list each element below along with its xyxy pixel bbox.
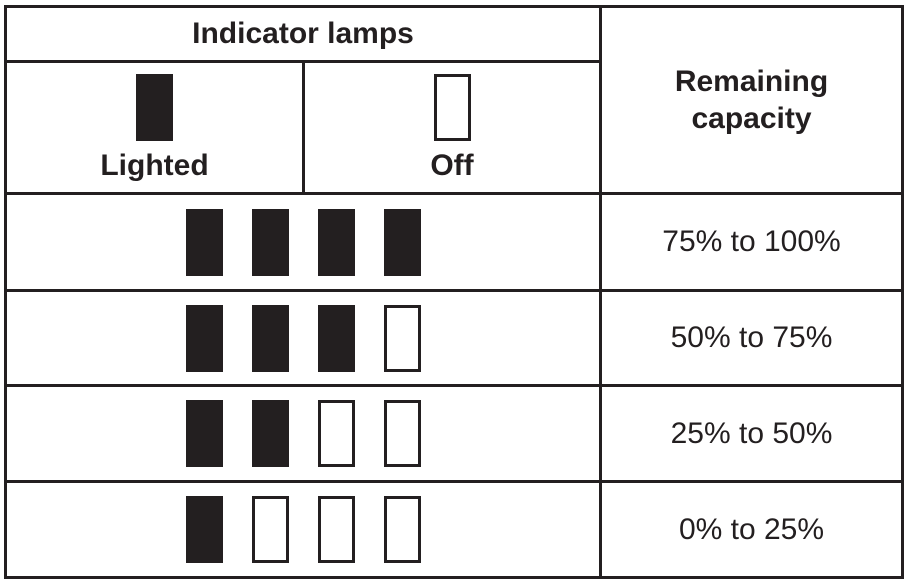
lamps-cell xyxy=(4,480,602,579)
capacity-value: 0% to 25% xyxy=(599,480,904,579)
lit-lamp-icon xyxy=(317,208,355,276)
lit-lamp-icon xyxy=(251,304,289,372)
legend-off-cell: Off xyxy=(302,60,602,195)
lit-lamp-icon xyxy=(383,208,421,276)
lamps-cell xyxy=(4,289,602,387)
lighted-label: Lighted xyxy=(100,148,209,182)
unlit-lamp-icon xyxy=(317,400,355,467)
lamp-group xyxy=(7,208,599,276)
table-row: 50% to 75% xyxy=(4,289,904,387)
unlit-lamp-icon xyxy=(317,496,355,563)
table-row: 75% to 100% xyxy=(4,192,904,292)
unlit-lamp-icon xyxy=(383,304,421,372)
off-label: Off xyxy=(430,148,474,182)
lit-lamp-icon xyxy=(185,208,223,276)
lamp-group xyxy=(7,400,599,467)
header-row: Indicator lamps Remaining capacity xyxy=(4,5,904,195)
lit-lamp-icon xyxy=(185,304,223,372)
unlit-lamp-icon xyxy=(383,496,421,563)
remaining-capacity-header: Remaining capacity xyxy=(599,5,904,195)
lit-lamp-icon xyxy=(251,400,289,467)
legend-row: Lighted Off xyxy=(4,60,903,195)
lamps-cell xyxy=(4,384,602,483)
off-lamp-icon xyxy=(433,73,471,141)
lamp-group xyxy=(7,304,599,372)
lighted-lamp-icon xyxy=(136,73,173,141)
lamp-group xyxy=(7,496,599,563)
table-row: 0% to 25% xyxy=(4,480,904,579)
lit-lamp-icon xyxy=(185,496,223,563)
lit-lamp-icon xyxy=(317,304,355,372)
lit-lamp-icon xyxy=(185,400,223,467)
capacity-value: 50% to 75% xyxy=(599,289,904,387)
table-row: 25% to 50% xyxy=(4,384,904,483)
legend-lighted-cell: Lighted xyxy=(4,60,305,195)
indicator-lamps-header: Indicator lamps xyxy=(4,5,602,63)
indicator-capacity-table: Indicator lamps Remaining capacity Light… xyxy=(4,5,904,579)
lit-lamp-icon xyxy=(251,208,289,276)
capacity-value: 75% to 100% xyxy=(599,192,904,292)
capacity-value: 25% to 50% xyxy=(599,384,904,483)
unlit-lamp-icon xyxy=(383,400,421,467)
lamps-cell xyxy=(4,192,602,292)
unlit-lamp-icon xyxy=(251,496,289,563)
